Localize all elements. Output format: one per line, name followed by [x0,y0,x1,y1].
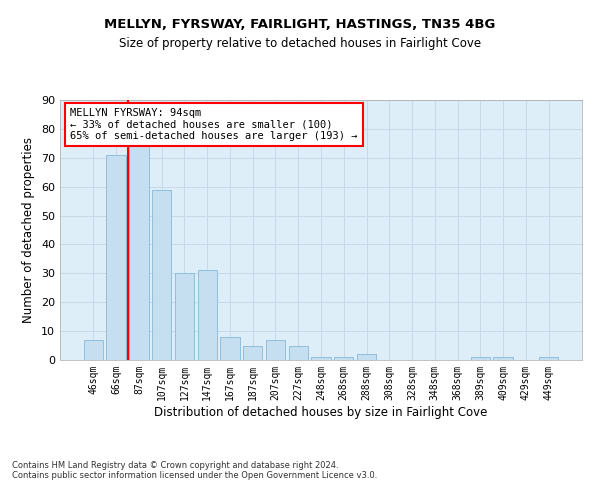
X-axis label: Distribution of detached houses by size in Fairlight Cove: Distribution of detached houses by size … [154,406,488,418]
Bar [334,357,353,360]
Text: Size of property relative to detached houses in Fairlight Cove: Size of property relative to detached ho… [119,38,481,51]
Bar [266,340,285,360]
Bar [357,354,376,360]
Bar [470,357,490,360]
Bar [539,357,558,360]
Bar [152,190,172,360]
Bar [197,270,217,360]
Bar [175,274,194,360]
Bar [311,357,331,360]
Bar [129,146,149,360]
Bar [493,357,513,360]
Text: MELLYN, FYRSWAY, FAIRLIGHT, HASTINGS, TN35 4BG: MELLYN, FYRSWAY, FAIRLIGHT, HASTINGS, TN… [104,18,496,30]
Bar [84,340,103,360]
Bar [106,155,126,360]
Text: MELLYN FYRSWAY: 94sqm
← 33% of detached houses are smaller (100)
65% of semi-det: MELLYN FYRSWAY: 94sqm ← 33% of detached … [70,108,358,141]
Y-axis label: Number of detached properties: Number of detached properties [22,137,35,323]
Bar [220,337,239,360]
Text: Contains HM Land Registry data © Crown copyright and database right 2024.
Contai: Contains HM Land Registry data © Crown c… [12,460,377,480]
Bar [289,346,308,360]
Bar [243,346,262,360]
